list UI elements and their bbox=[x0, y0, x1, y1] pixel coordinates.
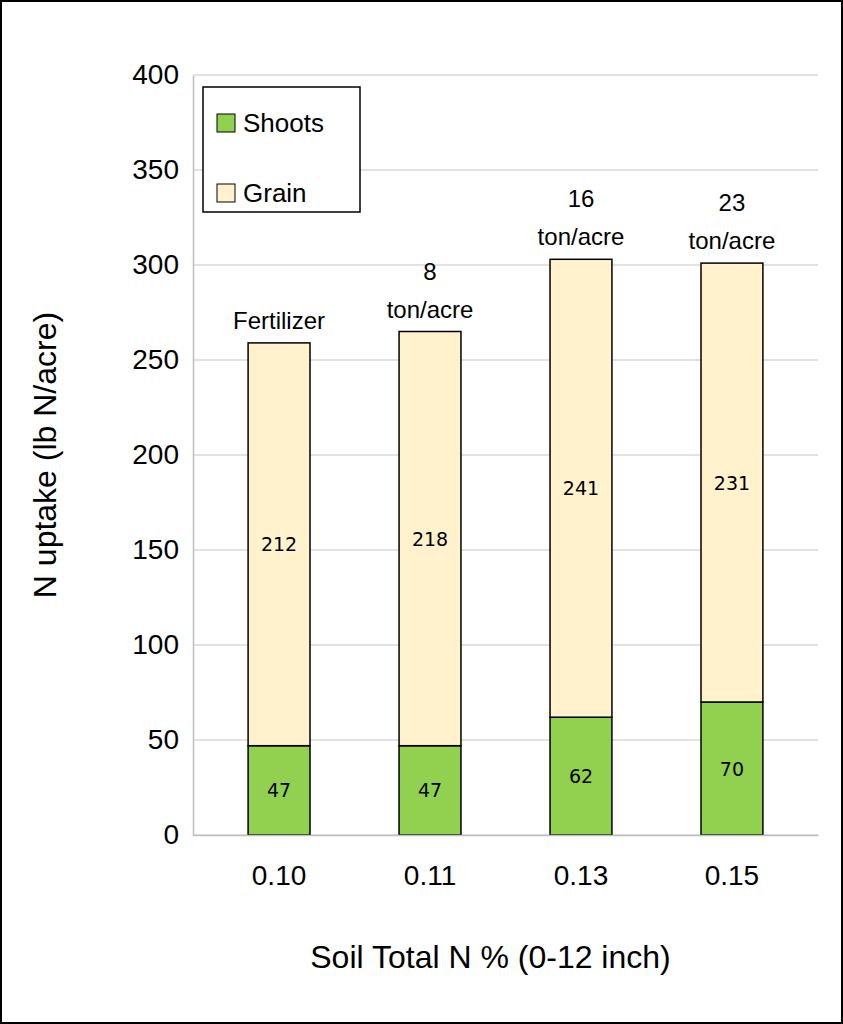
x-axis: 0.10 0.11 0.13 0.15 bbox=[194, 835, 819, 891]
y-tick: 400 bbox=[132, 59, 193, 90]
annotation: ton/acre bbox=[689, 227, 776, 254]
bar-segment bbox=[550, 259, 612, 717]
y-axis: 0 50 100 150 200 250 300 350 400 bbox=[132, 59, 193, 850]
x-axis-line bbox=[194, 835, 819, 837]
series-0 bbox=[248, 702, 763, 835]
y-tick: 300 bbox=[132, 249, 193, 280]
y-tick-label: 300 bbox=[132, 249, 179, 280]
annotation: ton/acre bbox=[538, 223, 625, 250]
chart: 47 47 62 70 212 218 241 231 Fertilizer 8 ton/acre 1… bbox=[0, 0, 843, 1024]
y-axis-title: N uptake (lb N/acre) bbox=[27, 312, 63, 598]
data-label: 231 bbox=[714, 472, 750, 494]
y-tick: 350 bbox=[132, 154, 193, 185]
legend-swatch bbox=[217, 184, 235, 202]
y-tick: 250 bbox=[132, 344, 193, 375]
y-tick: 0 bbox=[163, 819, 193, 850]
legend-label: Grain bbox=[243, 178, 307, 208]
x-tick: 0.10 bbox=[252, 835, 307, 891]
y-axis-line bbox=[193, 76, 195, 836]
annotation: 16 bbox=[568, 185, 595, 212]
legend-label: Shoots bbox=[243, 108, 324, 138]
x-tick-label: 0.10 bbox=[252, 860, 307, 891]
x-axis-title: Soil Total N % (0-12 inch) bbox=[310, 939, 670, 975]
y-tick-label: 0 bbox=[163, 819, 179, 850]
y-tick-label: 350 bbox=[132, 154, 179, 185]
y-tick: 200 bbox=[132, 439, 193, 470]
annotation: 23 bbox=[719, 189, 746, 216]
bar-segment bbox=[701, 263, 763, 702]
data-label: 47 bbox=[418, 779, 442, 801]
y-tick: 150 bbox=[132, 534, 193, 565]
y-tick-label: 50 bbox=[148, 724, 179, 755]
series-1 bbox=[248, 259, 763, 745]
data-label: 47 bbox=[267, 779, 291, 801]
y-tick-label: 250 bbox=[132, 344, 179, 375]
bar-segment bbox=[248, 343, 310, 746]
x-tick: 0.13 bbox=[554, 835, 609, 891]
data-label: 218 bbox=[412, 528, 448, 550]
data-label: 62 bbox=[569, 765, 593, 787]
grid-line bbox=[193, 74, 818, 76]
x-tick-label: 0.11 bbox=[404, 860, 456, 891]
bars bbox=[248, 259, 763, 835]
x-tick-label: 0.13 bbox=[554, 860, 609, 891]
bar-segment bbox=[399, 746, 461, 835]
bar-segment bbox=[248, 746, 310, 835]
data-label: 70 bbox=[720, 758, 744, 780]
y-tick-label: 200 bbox=[132, 439, 179, 470]
y-tick-label: 150 bbox=[132, 534, 179, 565]
y-tick-label: 400 bbox=[132, 59, 179, 90]
bar-segment bbox=[399, 332, 461, 746]
grid bbox=[193, 75, 818, 835]
y-tick: 100 bbox=[132, 629, 193, 660]
y-tick-label: 100 bbox=[132, 629, 179, 660]
annotation: 8 bbox=[423, 258, 436, 285]
frame bbox=[1, 1, 842, 1023]
legend-box bbox=[203, 87, 360, 212]
annotation: ton/acre bbox=[387, 296, 474, 323]
annotation: Fertilizer bbox=[233, 307, 325, 334]
data-label: 241 bbox=[563, 477, 599, 499]
legend-swatch bbox=[217, 114, 235, 132]
x-tick-label: 0.15 bbox=[705, 860, 760, 891]
y-tick: 50 bbox=[148, 724, 193, 755]
bar-segment bbox=[701, 702, 763, 835]
bar-segment bbox=[550, 717, 612, 835]
data-labels: 47 47 62 70 212 218 241 231 bbox=[261, 472, 750, 802]
data-label: 212 bbox=[261, 533, 297, 555]
x-tick: 0.11 bbox=[404, 835, 456, 891]
legend: Shoots Grain bbox=[203, 87, 360, 212]
x-tick: 0.15 bbox=[705, 835, 760, 891]
